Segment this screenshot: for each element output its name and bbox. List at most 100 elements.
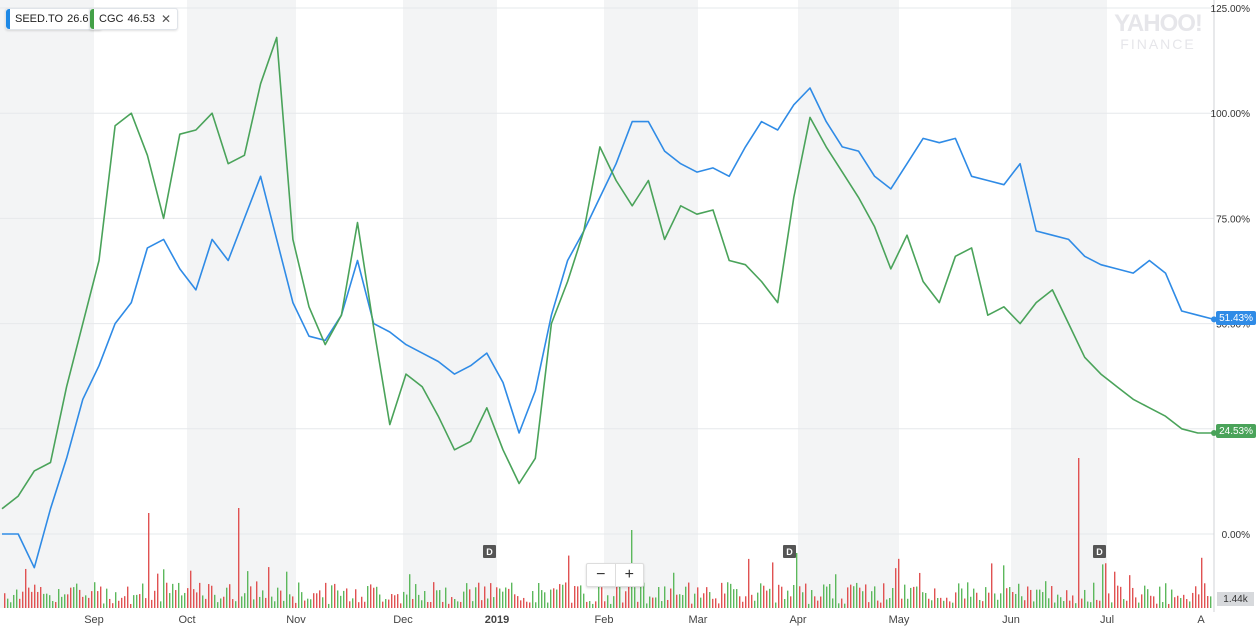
volume-bar (703, 593, 705, 608)
volume-bar (355, 589, 357, 608)
legend-chip-cgc[interactable]: CGC 46.53 ✕ (89, 8, 179, 30)
dividend-marker[interactable]: D (1093, 545, 1106, 558)
volume-bar (736, 589, 738, 608)
volume-bar (370, 584, 372, 608)
volume-bar (799, 586, 801, 608)
volume-bar (1048, 598, 1050, 608)
volume-bar (1018, 583, 1020, 608)
volume-bar (385, 599, 387, 608)
volume-bar (529, 602, 531, 608)
series-lines (1, 36, 1217, 569)
dividend-marker[interactable]: D (483, 545, 496, 558)
volume-bar (505, 587, 507, 608)
volume-bar (751, 594, 753, 608)
volume-bar (382, 601, 384, 608)
legend-chip-seed[interactable]: SEED.TO 26.63 (5, 8, 102, 30)
volume-bar (472, 601, 474, 608)
volume-bar (628, 583, 630, 608)
volume-bar (649, 596, 651, 608)
volume-bar (973, 588, 975, 608)
volume-bar (760, 583, 762, 608)
volume-bar (868, 602, 870, 608)
zoom-out-button[interactable]: − (596, 566, 606, 583)
volume-bar (862, 591, 864, 608)
volume-bar (1147, 589, 1149, 608)
volume-bar (241, 596, 243, 608)
volume-bar (796, 553, 798, 608)
volume-bar (1105, 563, 1107, 608)
volume-bar (850, 584, 852, 608)
volume-bar (325, 582, 327, 608)
volume-bar (1138, 602, 1140, 608)
volume-bar (919, 572, 921, 608)
volume-bar (64, 594, 66, 608)
volume-bar (679, 594, 681, 608)
volume-bar (793, 584, 795, 608)
volume-bar (826, 586, 828, 608)
volume-bar (490, 583, 492, 608)
volume-bar (1006, 588, 1008, 608)
volume-bar (112, 603, 114, 608)
volume-bar (652, 597, 654, 608)
close-icon[interactable]: ✕ (160, 12, 172, 26)
volume-bar (1180, 598, 1182, 608)
volume-bar (94, 582, 96, 608)
volume-bar (409, 574, 411, 608)
volume-bar (271, 596, 273, 608)
volume-bar (625, 591, 627, 608)
volume-bar (73, 587, 75, 608)
volume-bar (301, 592, 303, 608)
volume-bar (55, 602, 57, 608)
volume-bar (232, 599, 234, 608)
volume-bar (712, 598, 714, 608)
legend-symbol: SEED.TO (15, 13, 64, 25)
volume-bar (697, 587, 699, 608)
volume-bar (859, 587, 861, 608)
volume-bar (190, 570, 192, 608)
volume-bar (802, 592, 804, 608)
volume-bar (367, 586, 369, 608)
x-axis: Sep Oct Nov Dec 2019 Feb Mar Apr May Jun Jul A (84, 614, 1205, 626)
volume-bar (391, 594, 393, 608)
volume-bar (1189, 601, 1191, 608)
zoom-in-button[interactable]: + (614, 564, 644, 586)
volume-bar (1165, 583, 1167, 608)
volume-bar (388, 599, 390, 608)
volume-bar (448, 603, 450, 608)
volume-bar (541, 590, 543, 608)
cgc-last-point (1211, 430, 1217, 437)
volume-bar (829, 584, 831, 608)
seed-last-point (1211, 316, 1217, 323)
volume-bar (61, 596, 63, 608)
volume-bar (523, 597, 525, 608)
volume-bar (106, 588, 108, 608)
volume-bar (934, 588, 936, 608)
volume-bar (247, 571, 249, 608)
volume-bar (952, 602, 954, 608)
seed-color-swatch (6, 9, 10, 29)
volume-bar (499, 588, 501, 608)
volume-bar (274, 601, 276, 608)
volume-bar (124, 596, 126, 608)
volume-bar (1156, 603, 1158, 608)
volume-bar (1198, 594, 1200, 608)
volume-bar (373, 587, 375, 608)
volume-bar (613, 596, 615, 608)
volume-bar (946, 597, 948, 608)
volume-bar (316, 593, 318, 608)
volume-bar (229, 584, 231, 608)
volume-bar (304, 600, 306, 608)
dividend-marker[interactable]: D (783, 545, 796, 558)
volume-bar (844, 603, 846, 608)
volume-bar (460, 601, 462, 608)
volume-bar (289, 594, 291, 608)
volume-bar (421, 600, 423, 608)
volume-bar (52, 601, 54, 608)
volume-bar (223, 596, 225, 608)
legend-value: 46.53 (127, 13, 155, 25)
volume-bar (214, 594, 216, 608)
volume-bar (487, 598, 489, 608)
volume-bar (565, 582, 567, 608)
volume-bar (871, 591, 873, 608)
